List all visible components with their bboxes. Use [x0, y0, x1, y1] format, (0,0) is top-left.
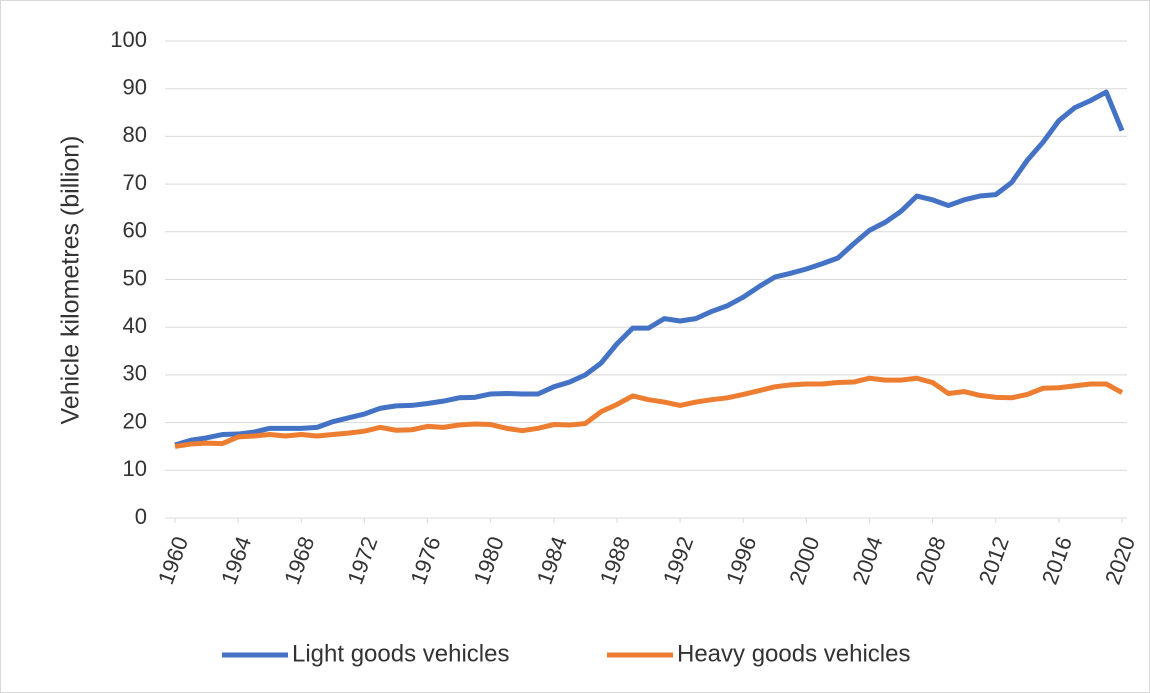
y-tick-label: 10: [123, 456, 147, 481]
y-tick-label: 0: [135, 504, 147, 529]
y-axis-label: Vehicle kilometres (billion): [57, 135, 85, 424]
y-tick-label: 60: [123, 218, 147, 243]
y-tick-label: 50: [123, 265, 147, 290]
y-tick-label: 20: [123, 408, 147, 433]
legend-label: Heavy goods vehicles: [677, 640, 910, 667]
y-tick-label: 70: [123, 170, 147, 195]
y-tick-label: 80: [123, 122, 147, 147]
line-series: [174, 375, 1124, 449]
y-tick-label: 100: [110, 27, 147, 52]
y-tick-label: 30: [123, 361, 147, 386]
y-tick-label: 90: [123, 75, 147, 100]
line-series: [174, 89, 1125, 448]
y-tick-label: 40: [123, 313, 147, 338]
legend-label: Light goods vehicles: [292, 640, 509, 667]
